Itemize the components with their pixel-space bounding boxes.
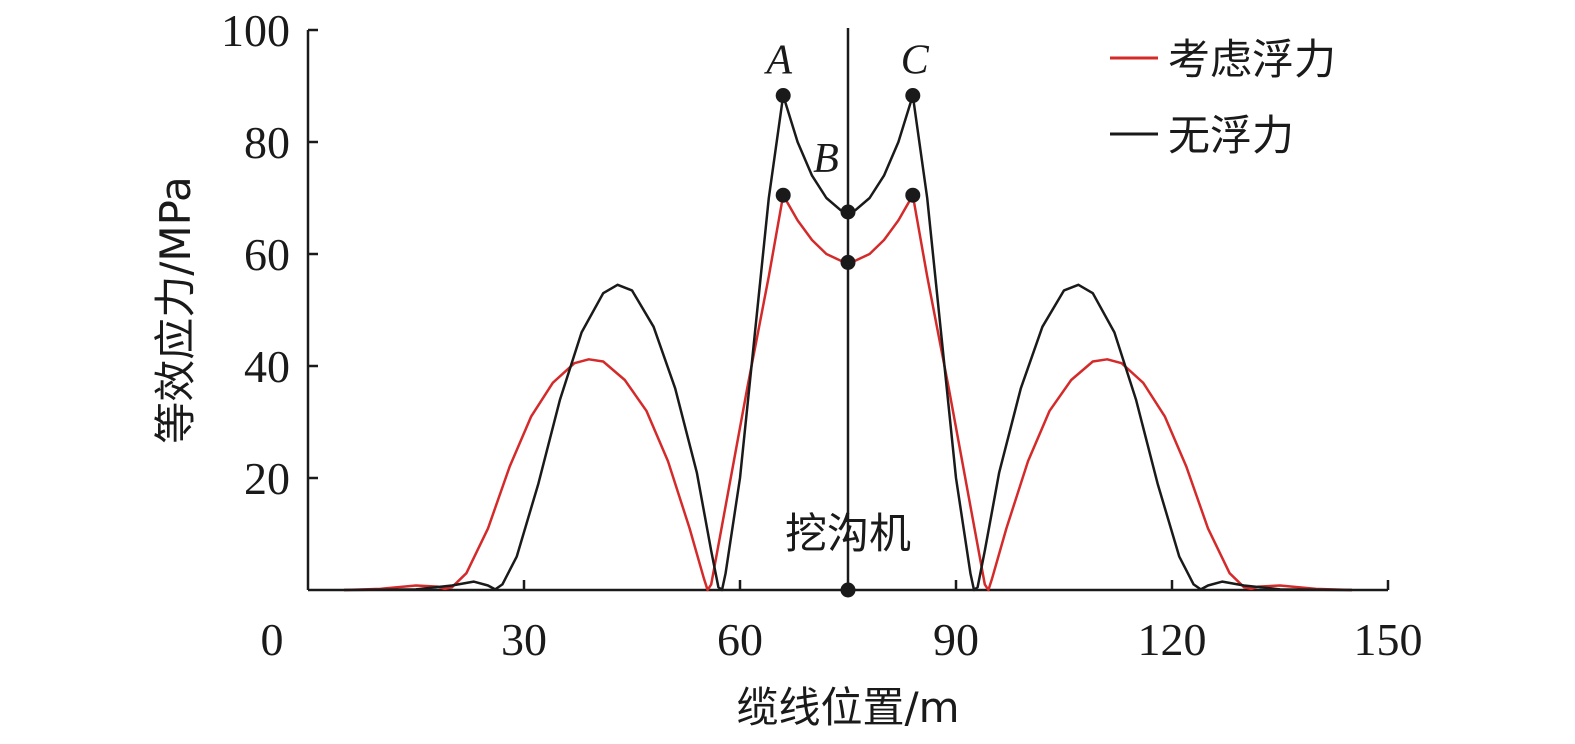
point-label-b: B [813,136,839,182]
highlight-point [905,187,921,203]
x-tick-label: 0 [261,614,284,665]
legend: 考虑浮力 无浮力 [1110,35,1336,160]
y-axis-title: 等效应力/MPa [151,176,200,444]
highlight-point [775,88,791,104]
highlight-point [840,582,856,598]
highlight-point [775,187,791,203]
y-tick-label: 60 [244,229,290,280]
highlight-point [905,88,921,104]
x-tick-label: 120 [1138,614,1207,665]
y-tick-label: 100 [221,5,290,56]
y-tick-label: 80 [244,117,290,168]
point-layer: A B C [763,38,930,598]
x-tick-label: 150 [1354,614,1423,665]
x-tick-label: 30 [501,614,547,665]
trencher-label: 挖沟机 [785,509,911,558]
point-label-c: C [901,38,930,84]
x-axis-title: 缆线位置/m [736,683,959,732]
y-tick-label: 40 [244,341,290,392]
y-tick-label: 20 [244,453,290,504]
y-ticks: 20 40 60 80 100 [221,5,318,504]
legend-label-no-buoyancy: 无浮力 [1168,111,1294,160]
highlight-point [840,204,856,220]
x-ticks: 0 30 60 90 120 150 [261,580,1423,665]
x-tick-label: 90 [933,614,979,665]
x-tick-label: 60 [717,614,763,665]
highlight-point [840,254,856,270]
point-label-a: A [763,38,792,84]
legend-label-buoyancy: 考虑浮力 [1168,35,1336,84]
